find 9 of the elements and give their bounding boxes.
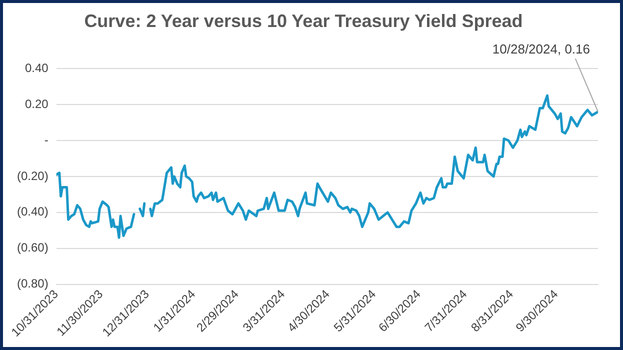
chart-title: Curve: 2 Year versus 10 Year Treasury Yield Spread [84, 10, 523, 31]
y-tick-label: (0.60) [16, 240, 48, 255]
y-tick-label: 0.20 [24, 96, 49, 111]
y-tick-label: (0.20) [16, 168, 48, 183]
y-tick-label: 0.40 [24, 60, 49, 75]
y-tick-label: (0.80) [16, 276, 48, 291]
y-tick-label: - [44, 132, 48, 147]
annotation: 10/28/2024, 0.16 [492, 42, 590, 57]
y-tick-label: (0.40) [16, 204, 48, 219]
